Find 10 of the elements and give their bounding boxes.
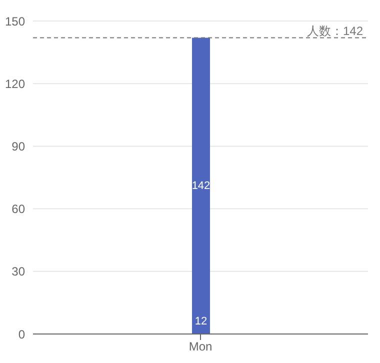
ref-line-label: 人数：142	[306, 24, 364, 38]
y-tick-label: 0	[18, 327, 26, 342]
data-label: 12	[194, 315, 208, 328]
total-label: 142	[192, 180, 210, 192]
x-tick-label: Mon	[188, 340, 212, 354]
y-tick-label: 150	[4, 14, 26, 28]
y-tick-label: 60	[12, 202, 26, 216]
y-tick-label: 120	[4, 76, 26, 91]
y-tick-label: 90	[12, 139, 26, 154]
y-tick-label: 30	[12, 264, 26, 279]
